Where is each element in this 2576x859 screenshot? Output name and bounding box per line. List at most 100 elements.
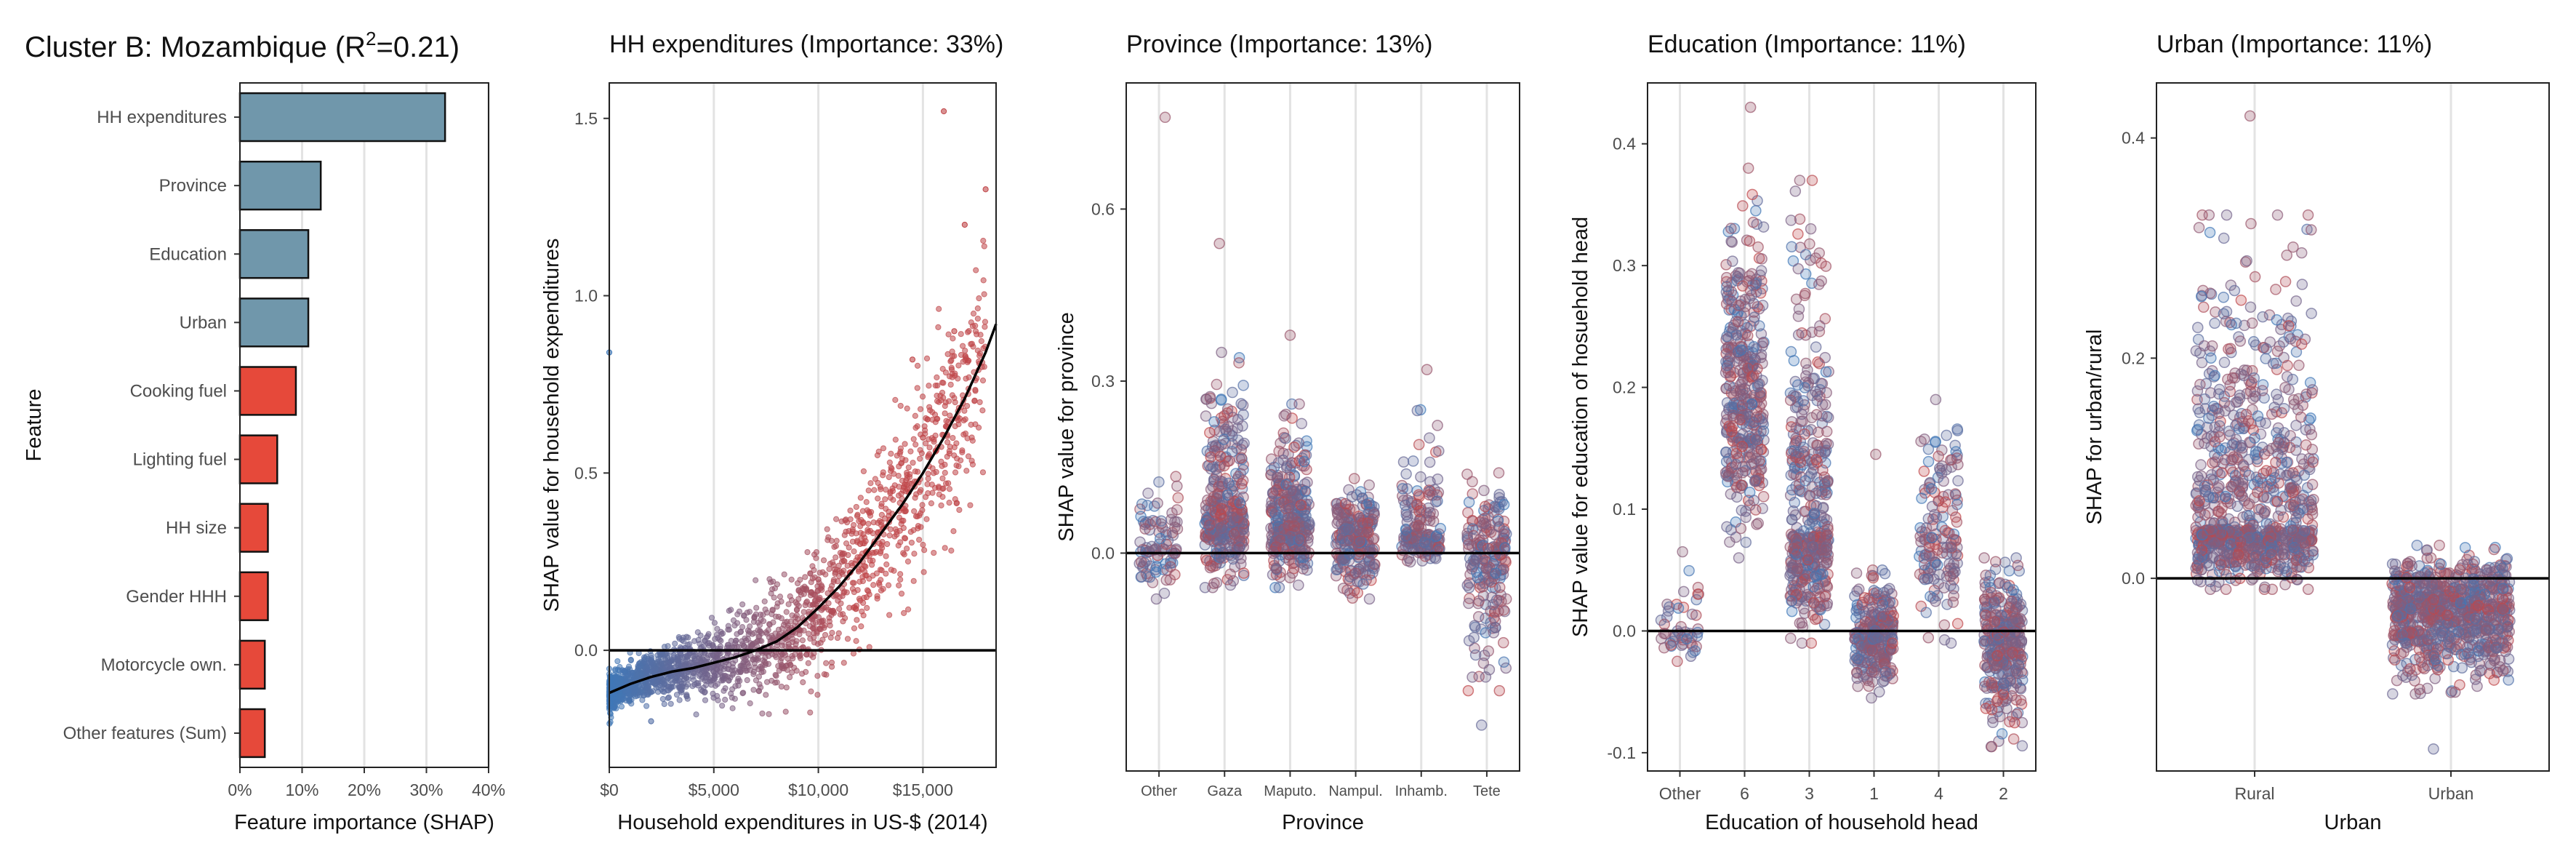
data-point: [916, 536, 923, 543]
data-point: [1811, 582, 1823, 594]
data-point: [1951, 516, 1963, 528]
data-point: [793, 612, 801, 618]
data-point: [793, 606, 801, 612]
data-point: [979, 377, 987, 384]
data-point: [765, 627, 771, 634]
data-point: [923, 516, 930, 522]
data-point: [1238, 437, 1250, 450]
data-point: [1724, 351, 1736, 363]
data-point: [1802, 364, 1813, 376]
data-point: [766, 620, 773, 628]
data-point: [1498, 656, 1510, 668]
data-point: [1159, 111, 1171, 124]
data-point: [739, 638, 745, 644]
data-point: [1169, 522, 1181, 533]
data-point: [1216, 346, 1227, 359]
data-point: [946, 486, 953, 492]
data-point: [1938, 619, 1951, 631]
data-point: [1216, 478, 1228, 490]
data-point: [617, 692, 623, 698]
data-point: [697, 632, 704, 639]
data-point: [1821, 387, 1832, 399]
data-point: [928, 500, 935, 507]
data-point: [940, 485, 947, 492]
data-point: [1469, 555, 1481, 567]
data-point: [745, 627, 751, 634]
data-point: [1432, 420, 1443, 431]
data-point: [1918, 466, 1930, 477]
data-point: [1285, 484, 1297, 497]
data-point: [1207, 460, 1219, 473]
data-point: [1746, 188, 1758, 201]
data-point: [1339, 553, 1350, 565]
data-point: [1411, 404, 1424, 417]
data-point: [1435, 522, 1447, 535]
data-point: [635, 664, 642, 671]
data-point: [1936, 502, 1949, 514]
data-point: [884, 540, 891, 548]
data-point: [851, 625, 858, 631]
data-point: [1930, 596, 1941, 607]
data-point: [1735, 522, 1747, 535]
data-point: [1874, 604, 1887, 616]
data-point: [1134, 536, 1146, 548]
x-tick-label: Tete: [1473, 783, 1501, 799]
data-point: [923, 415, 929, 422]
panel-title: Province (Importance: 13%): [1126, 31, 1432, 58]
data-point: [855, 568, 862, 575]
data-point: [1397, 456, 1410, 468]
data-point: [1472, 597, 1484, 610]
data-point: [934, 374, 940, 380]
data-point: [846, 544, 852, 551]
data-point: [1749, 311, 1760, 323]
data-point: [871, 550, 878, 556]
data-point: [1419, 537, 1431, 548]
data-point: [788, 576, 795, 583]
data-point: [860, 599, 867, 607]
data-point: [982, 324, 988, 330]
data-point: [910, 460, 916, 466]
data-point: [967, 502, 974, 508]
data-point: [1150, 566, 1162, 578]
data-point: [972, 328, 979, 335]
data-point: [961, 221, 968, 228]
data-point: [1402, 511, 1413, 523]
data-point: [910, 527, 917, 533]
data-point: [1850, 567, 1863, 579]
data-point: [1475, 719, 1488, 731]
data-point: [921, 547, 928, 554]
data-point: [1155, 532, 1166, 545]
data-point: [1920, 522, 1933, 534]
data-point: [976, 399, 983, 406]
x-tick-label: Gaza: [1207, 783, 1243, 799]
y-axis-label: Feature: [23, 389, 46, 462]
data-point: [1135, 511, 1147, 522]
data-point: [1421, 364, 1433, 375]
data-point: [833, 538, 840, 544]
data-point: [1136, 498, 1148, 510]
data-point: [1742, 329, 1754, 342]
data-point: [623, 673, 630, 679]
data-point: [1349, 567, 1361, 579]
data-point: [724, 666, 731, 672]
data-point: [1871, 586, 1882, 599]
data-point: [1222, 421, 1234, 433]
data-point: [910, 578, 917, 584]
data-point: [1788, 355, 1800, 367]
data-point: [1794, 175, 1806, 186]
data-point: [775, 613, 782, 620]
data-point: [974, 315, 981, 322]
x-tick-label: 6: [1740, 784, 1749, 803]
bar: [238, 297, 310, 348]
data-point: [1805, 637, 1818, 649]
data-point: [949, 392, 956, 399]
data-point: [1727, 255, 1738, 267]
data-point: [915, 522, 922, 530]
data-point: [951, 328, 958, 335]
data-point: [1280, 432, 1291, 444]
data-point: [863, 499, 870, 506]
data-point: [1150, 593, 1163, 605]
data-point: [908, 539, 915, 546]
data-point: [1744, 101, 1757, 113]
data-point: [896, 582, 902, 588]
